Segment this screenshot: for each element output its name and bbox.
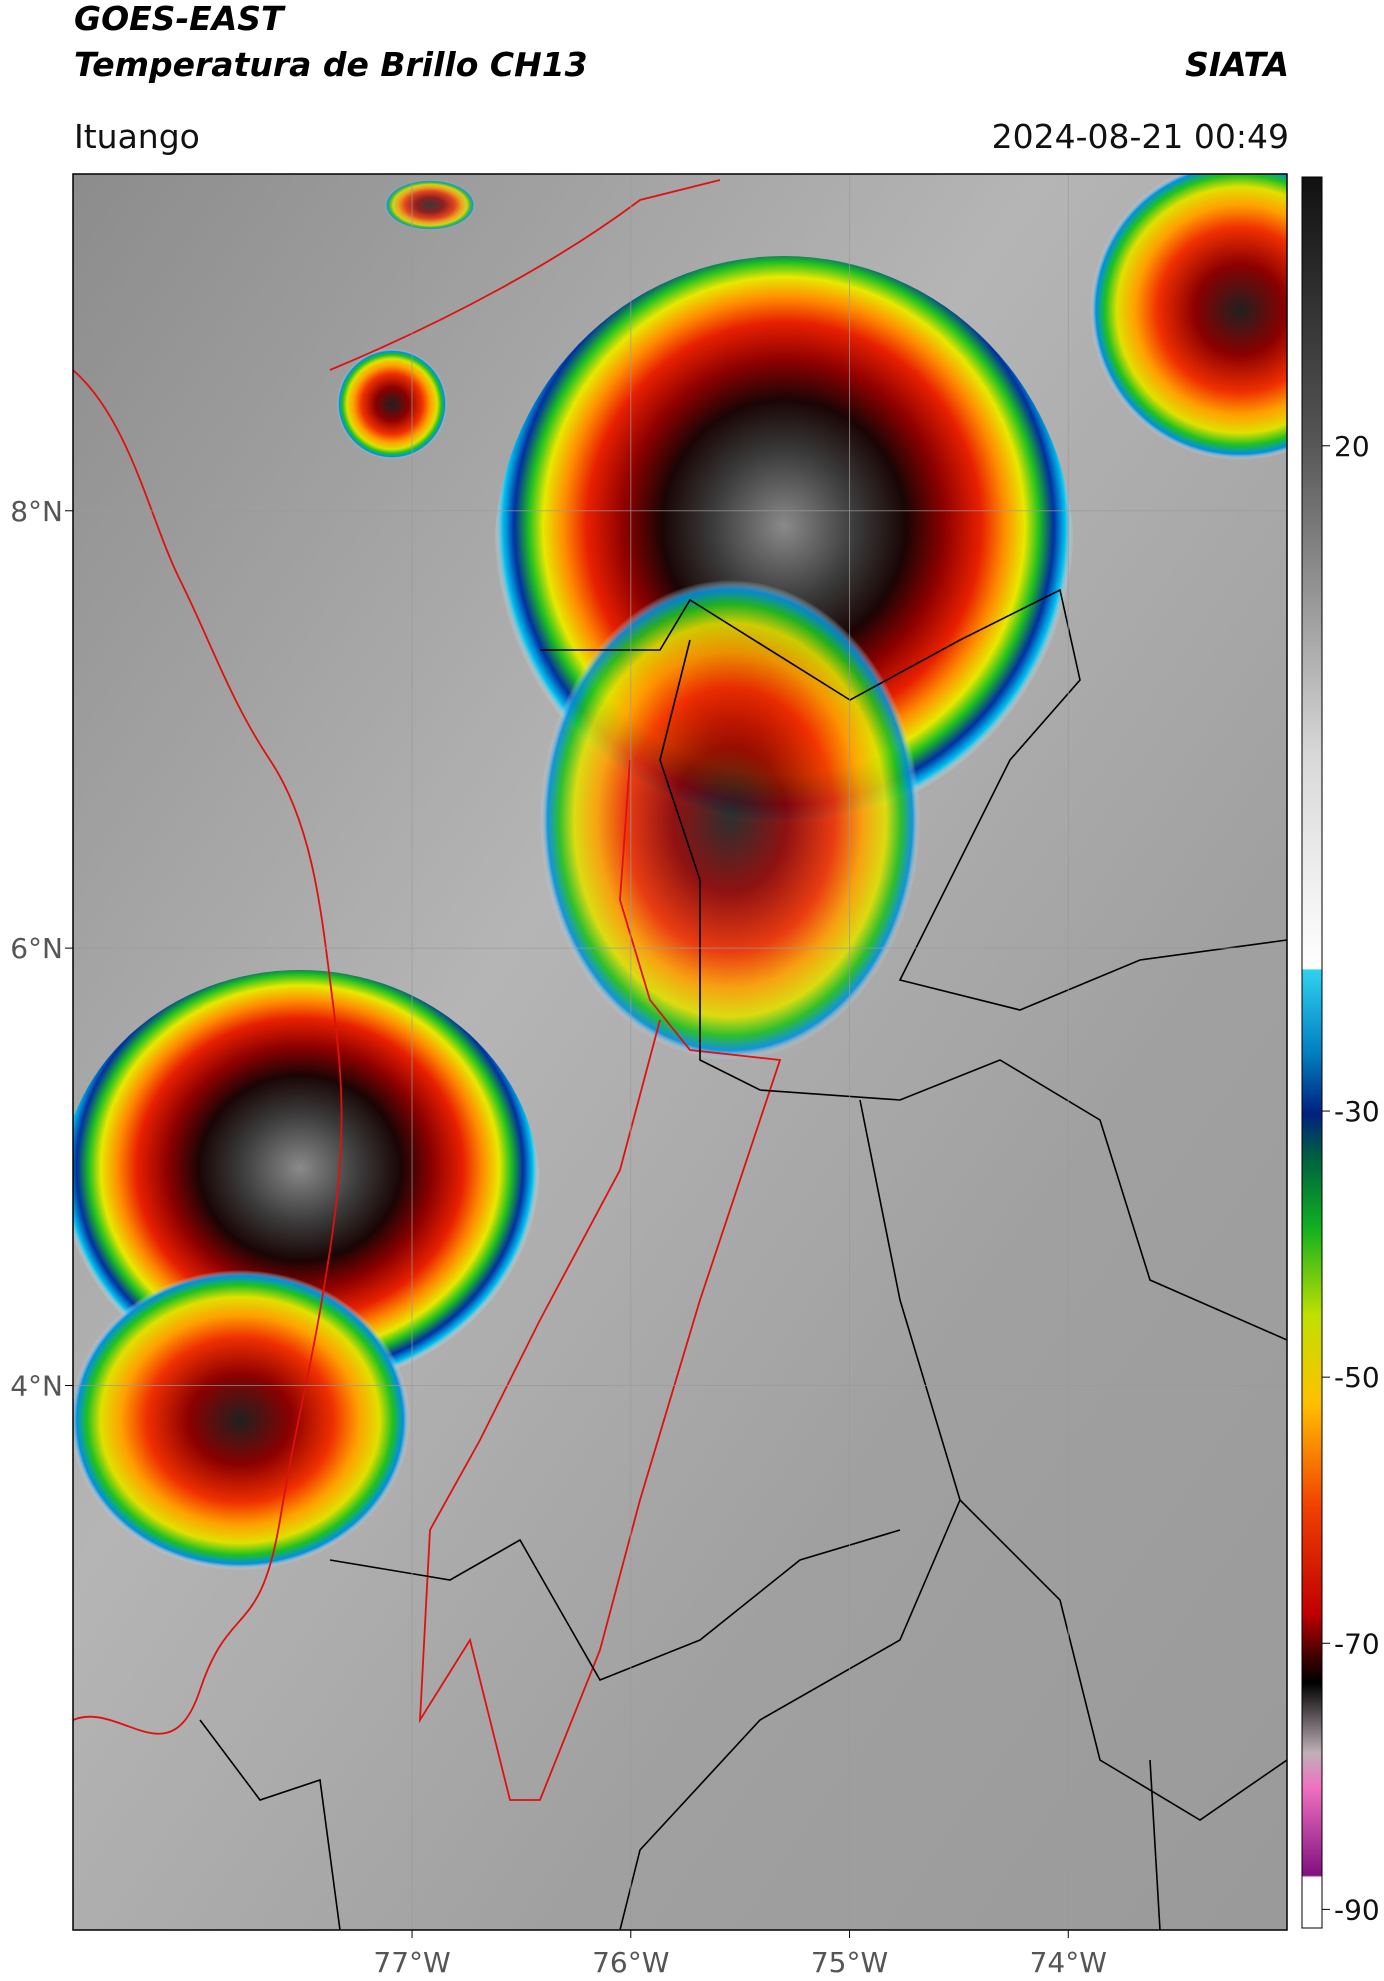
subtitle: Temperatura de Brillo CH13 <box>74 45 588 84</box>
storm-cell <box>73 1270 410 1570</box>
x-tick-label: 76°W <box>592 1946 669 1979</box>
department-border <box>418 759 782 1801</box>
colorbar-tick-label: -50 <box>1334 1361 1380 1394</box>
x-tick-label: 75°W <box>811 1946 888 1979</box>
y-tick-label: 6°N <box>10 932 63 965</box>
colorbar <box>1301 176 1323 1929</box>
admin-border <box>199 1719 341 1930</box>
storm-cell <box>540 580 920 1060</box>
storm-cell <box>385 180 475 230</box>
admin-border <box>659 639 1287 1341</box>
colorbar-tick-label: -30 <box>1334 1095 1380 1128</box>
datetime: 2024-08-21 00:49 <box>992 117 1289 156</box>
y-tick-label: 8°N <box>10 495 63 528</box>
brand: SIATA <box>1185 45 1289 84</box>
title: GOES-EAST <box>74 0 286 38</box>
admin-border <box>540 588 1287 1011</box>
coast-border <box>73 369 343 1735</box>
colorbar-tick-label: -70 <box>1334 1627 1380 1660</box>
colorbar-tick-label: -90 <box>1334 1893 1380 1926</box>
map-imagery <box>73 174 1287 1930</box>
colorbar-tick-label: 20 <box>1334 430 1370 463</box>
admin-border <box>619 1099 961 1930</box>
map-frame <box>72 173 1288 1931</box>
x-tick-label: 77°W <box>373 1946 450 1979</box>
admin-border <box>1149 1759 1161 1930</box>
grid <box>73 174 1287 1930</box>
y-tick-label: 4°N <box>10 1369 63 1402</box>
storm-cell <box>337 349 447 459</box>
x-tick-label: 74°W <box>1030 1946 1107 1979</box>
admin-border <box>959 1499 1287 1821</box>
location: Ituango <box>74 117 200 156</box>
storm-cell <box>1090 174 1287 460</box>
admin-border <box>329 1529 901 1682</box>
coast-border <box>329 179 721 371</box>
